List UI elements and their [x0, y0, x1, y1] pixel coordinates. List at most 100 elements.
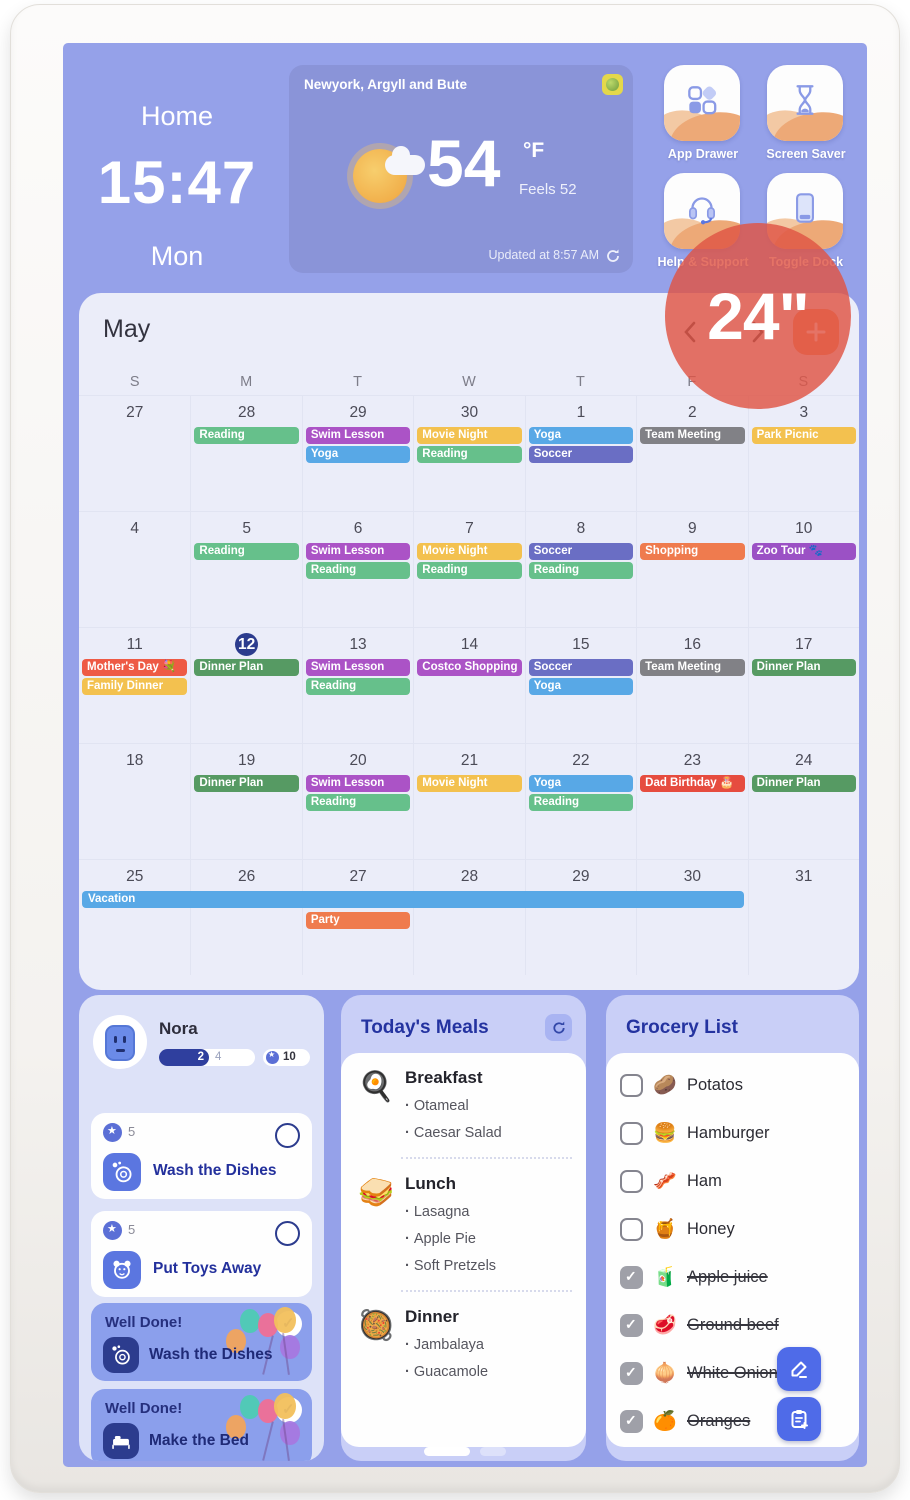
calendar-event-pill[interactable]: Costco Shopping: [417, 659, 522, 676]
avatar[interactable]: [93, 1015, 147, 1069]
calendar-day-cell[interactable]: 30: [636, 860, 747, 975]
calendar-event-pill[interactable]: Soccer: [528, 446, 634, 463]
page-dot[interactable]: [480, 1447, 506, 1456]
task-checkbox[interactable]: [275, 1221, 300, 1246]
calendar-day-cell[interactable]: 26: [190, 860, 301, 975]
edit-list-button[interactable]: [777, 1347, 821, 1391]
calendar-day-cell[interactable]: 3 Park Picnic: [747, 396, 859, 511]
calendar-event-pill[interactable]: Reading: [305, 562, 411, 579]
eye-icon: [123, 1036, 126, 1043]
calendar-day-cell[interactable]: 19 Dinner Plan: [190, 744, 301, 859]
calendar-day-cell[interactable]: 15 Soccer Yoga: [524, 628, 636, 743]
calendar-event-pill[interactable]: Team Meeting: [640, 427, 745, 444]
calendar-day-cell[interactable]: 31: [747, 860, 859, 975]
calendar-day-cell[interactable]: 29: [524, 860, 636, 975]
calendar-day-cell[interactable]: 2 Team Meeting: [636, 396, 747, 511]
refresh-icon[interactable]: [605, 248, 621, 264]
calendar-date-number: 21: [460, 752, 479, 769]
calendar-day-cell[interactable]: 8 Soccer Reading: [524, 512, 636, 627]
calendar-day-cell[interactable]: 17 Dinner Plan: [747, 628, 859, 743]
calendar-event-pill[interactable]: Dinner Plan: [194, 775, 299, 792]
potatos-icon: 🥔: [653, 1075, 677, 1096]
calendar-event-pill[interactable]: Zoo Tour 🐾: [751, 543, 856, 560]
grocery-checkbox[interactable]: [620, 1121, 643, 1145]
calendar-event-pill[interactable]: Shopping: [640, 543, 745, 560]
grocery-checkbox[interactable]: [620, 1169, 643, 1193]
sync-button[interactable]: [545, 1014, 572, 1041]
calendar-day-cell[interactable]: 11 Mother's Day 💐 Family Dinner: [79, 628, 190, 743]
balloon-icon: [280, 1421, 300, 1445]
add-to-list-button[interactable]: [777, 1397, 821, 1441]
calendar-day-cell[interactable]: 27: [79, 396, 190, 511]
completed-task-label: Wash the Dishes: [149, 1346, 273, 1363]
calendar-day-cell[interactable]: 1 Yoga Soccer: [524, 396, 636, 511]
calendar-event-pill[interactable]: Swim Lesson: [305, 659, 411, 676]
calendar-event-pill[interactable]: Yoga: [528, 427, 634, 444]
calendar-event-pill[interactable]: Swim Lesson: [305, 543, 411, 560]
calendar-day-cell[interactable]: 7 Movie Night Reading: [413, 512, 524, 627]
calendar-day-cell[interactable]: 9 Shopping: [636, 512, 747, 627]
page-dot-active[interactable]: [424, 1447, 470, 1456]
calendar-event-pill[interactable]: Movie Night: [417, 775, 522, 792]
grocery-checkbox[interactable]: [620, 1361, 643, 1385]
calendar-event-pill[interactable]: Party: [305, 912, 411, 929]
calendar-event-pill[interactable]: Reading: [528, 562, 634, 579]
calendar-day-cell[interactable]: 27 Party: [301, 860, 413, 975]
calendar-day-cell[interactable]: 25: [79, 860, 190, 975]
calendar-event-pill[interactable]: Reading: [305, 678, 411, 695]
calendar-event-pill[interactable]: Park Picnic: [751, 427, 856, 444]
calendar-event-pill[interactable]: Reading: [417, 562, 522, 579]
task-points: 5: [128, 1124, 136, 1139]
calendar-event-pill[interactable]: Dinner Plan: [751, 775, 856, 792]
calendar-event-pill[interactable]: Dinner Plan: [751, 659, 856, 676]
screen-saver-button[interactable]: [767, 65, 843, 141]
calendar-day-cell[interactable]: 14 Costco Shopping: [413, 628, 524, 743]
calendar-day-cell[interactable]: 12 Dinner Plan: [190, 628, 301, 743]
weather-card[interactable]: Newyork, Argyll and Bute 54 °F Feels 52 …: [289, 65, 633, 273]
grocery-checkbox[interactable]: [620, 1313, 643, 1337]
calendar-day-cell[interactable]: 6 Swim Lesson Reading: [301, 512, 413, 627]
calendar-day-cell[interactable]: 13 Swim Lesson Reading: [301, 628, 413, 743]
calendar-event-pill[interactable]: Dinner Plan: [194, 659, 299, 676]
calendar-event-pill[interactable]: Reading: [528, 794, 634, 811]
calendar-day-cell[interactable]: 20 Swim Lesson Reading: [301, 744, 413, 859]
calendar-day-cell[interactable]: 30 Movie Night Reading: [413, 396, 524, 511]
calendar-day-cell[interactable]: 22 Yoga Reading: [524, 744, 636, 859]
calendar-event-pill[interactable]: Reading: [417, 446, 522, 463]
grocery-checkbox[interactable]: [620, 1217, 643, 1241]
calendar-event-pill[interactable]: Family Dinner: [82, 678, 188, 695]
task-checkbox[interactable]: [275, 1123, 300, 1148]
calendar-day-cell[interactable]: 29 Swim Lesson Yoga: [301, 396, 413, 511]
calendar-event-pill[interactable]: Mother's Day 💐: [82, 659, 188, 676]
calendar-day-cell[interactable]: 24 Dinner Plan: [747, 744, 859, 859]
calendar-day-cell[interactable]: 4: [79, 512, 190, 627]
calendar-event-pill[interactable]: Swim Lesson: [305, 427, 411, 444]
calendar-event-banner[interactable]: Vacation: [82, 891, 744, 908]
calendar-day-cell[interactable]: 16 Team Meeting: [636, 628, 747, 743]
calendar-event-pill[interactable]: Soccer: [528, 659, 634, 676]
calendar-event-pill[interactable]: Movie Night: [417, 543, 522, 560]
oranges-icon: 🍊: [653, 1411, 677, 1432]
calendar-event-pill[interactable]: Yoga: [305, 446, 411, 463]
calendar-day-cell[interactable]: 28: [413, 860, 524, 975]
calendar-event-pill[interactable]: Reading: [194, 543, 299, 560]
app-drawer-button[interactable]: [664, 65, 740, 141]
calendar-day-cell[interactable]: 21 Movie Night: [413, 744, 524, 859]
calendar-day-cell[interactable]: 10 Zoo Tour 🐾: [747, 512, 859, 627]
calendar-day-cell[interactable]: 23 Dad Birthday 🎂: [636, 744, 747, 859]
calendar-event-pill[interactable]: Yoga: [528, 775, 634, 792]
calendar-event-pill[interactable]: Reading: [305, 794, 411, 811]
grocery-checkbox[interactable]: [620, 1265, 643, 1289]
calendar-event-pill[interactable]: Dad Birthday 🎂: [640, 775, 745, 792]
calendar-event-pill[interactable]: Yoga: [528, 678, 634, 695]
calendar-day-cell[interactable]: 5 Reading: [190, 512, 301, 627]
calendar-day-cell[interactable]: 28 Reading: [190, 396, 301, 511]
calendar-event-pill[interactable]: Team Meeting: [640, 659, 745, 676]
calendar-event-pill[interactable]: Movie Night: [417, 427, 522, 444]
grocery-checkbox[interactable]: [620, 1073, 643, 1097]
grocery-checkbox[interactable]: [620, 1409, 643, 1433]
calendar-event-pill[interactable]: Soccer: [528, 543, 634, 560]
calendar-event-pill[interactable]: Reading: [194, 427, 299, 444]
calendar-day-cell[interactable]: 18: [79, 744, 190, 859]
calendar-event-pill[interactable]: Swim Lesson: [305, 775, 411, 792]
